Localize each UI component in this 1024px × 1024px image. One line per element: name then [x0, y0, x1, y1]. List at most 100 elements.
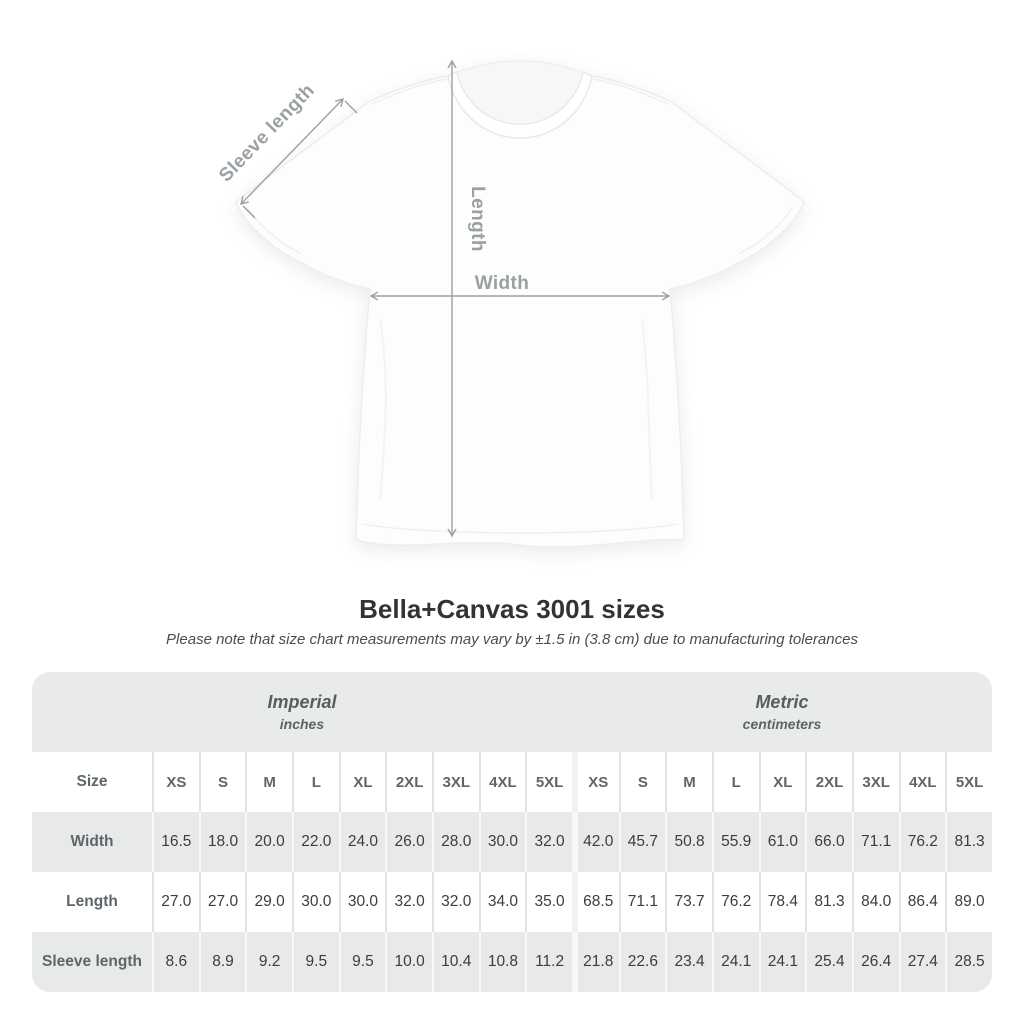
table-cell: 24.0	[338, 812, 386, 872]
table-cell: 30.0	[478, 812, 526, 872]
table-cell: 27.0	[152, 872, 199, 932]
sleeve-arrow-end-tick	[344, 100, 358, 114]
table-cell: 81.3	[945, 812, 992, 872]
size-header-cell: 2XL	[385, 752, 432, 812]
page-title: Bella+Canvas 3001 sizes	[359, 594, 665, 624]
table-cell: 9.5	[291, 932, 339, 992]
width-label: Width	[475, 273, 530, 294]
size-header-cell: M	[245, 752, 292, 812]
table-cell: 32.0	[525, 812, 572, 872]
table-cell: 86.4	[898, 872, 946, 932]
table-cell: 28.0	[431, 812, 479, 872]
table-cell: 25.4	[805, 932, 852, 992]
table-cell: 30.0	[291, 872, 339, 932]
table-cell: 32.0	[431, 872, 479, 932]
table-cell: 11.2	[525, 932, 572, 992]
table-cell: 21.8	[571, 932, 619, 992]
table-cell: 10.4	[431, 932, 479, 992]
tshirt-illustration	[235, 60, 805, 548]
table-cell: 29.0	[245, 872, 292, 932]
metric-group-name: Metric	[755, 692, 809, 712]
table-cell: 10.0	[385, 932, 432, 992]
size-header-cell: 5XL	[945, 752, 992, 812]
size-header-cell: 2XL	[805, 752, 852, 812]
size-header-cell: L	[291, 752, 339, 812]
table-cell: 45.7	[618, 812, 666, 872]
imperial-group-header: Imperial inches	[32, 672, 572, 752]
table-cell: 84.0	[851, 872, 899, 932]
table-row-sleeve-length: Sleeve length 8.6 8.9 9.2 9.5 9.5 10.0 1…	[32, 932, 992, 992]
table-cell: 34.0	[478, 872, 526, 932]
tshirt-measurement-diagram: Width Length Sleeve length	[215, 59, 805, 548]
row-label: Width	[32, 812, 152, 872]
row-label: Sleeve length	[32, 932, 152, 992]
table-cell: 16.5	[152, 812, 199, 872]
table-cell: 76.2	[898, 812, 946, 872]
collar-inside	[448, 62, 592, 122]
row-label: Length	[32, 872, 152, 932]
size-header-cell: S	[618, 752, 666, 812]
metric-group-unit: centimeters	[742, 716, 822, 732]
imperial-group-unit: inches	[279, 716, 325, 732]
table-cell: 24.1	[758, 932, 806, 992]
seam-lines	[246, 78, 794, 534]
table-cell: 27.4	[898, 932, 946, 992]
table-cell: 8.9	[198, 932, 246, 992]
size-header-cell: XL	[338, 752, 386, 812]
table-cell: 68.5	[571, 872, 619, 932]
table-cell: 89.0	[945, 872, 992, 932]
table-cell: 23.4	[665, 932, 712, 992]
size-header-cell: XL	[758, 752, 806, 812]
table-cell: 8.6	[152, 932, 199, 992]
table-row-length: Length 27.0 27.0 29.0 30.0 30.0 32.0 32.…	[32, 872, 992, 932]
table-cell: 9.5	[338, 932, 386, 992]
table-cell: 9.2	[245, 932, 292, 992]
table-cell: 73.7	[665, 872, 712, 932]
size-header-cell: M	[665, 752, 712, 812]
table-cell: 26.4	[851, 932, 899, 992]
table-cell: 28.5	[945, 932, 992, 992]
table-cell: 81.3	[805, 872, 852, 932]
tshirt-diagram-svg: Width Length Sleeve length	[215, 59, 805, 548]
size-header-cell: XS	[571, 752, 619, 812]
table-cell: 10.8	[478, 932, 526, 992]
size-column-header: Size	[32, 752, 152, 812]
size-header-cell: 4XL	[478, 752, 526, 812]
table-cell: 27.0	[198, 872, 246, 932]
size-header-cell: XS	[152, 752, 199, 812]
table-cell: 50.8	[665, 812, 712, 872]
table-cell: 42.0	[571, 812, 619, 872]
metric-group-header: Metric centimeters	[571, 672, 992, 752]
collar-band	[447, 70, 593, 139]
imperial-group-name: Imperial	[267, 692, 337, 712]
size-header-cell: S	[198, 752, 246, 812]
size-header-cell: 3XL	[851, 752, 899, 812]
size-header-cell: 5XL	[525, 752, 572, 812]
table-cell: 66.0	[805, 812, 852, 872]
table-cell: 26.0	[385, 812, 432, 872]
size-header-row: Size XS S M L XL 2XL 3XL 4XL 5XL XS S M …	[32, 752, 992, 812]
table-cell: 30.0	[338, 872, 386, 932]
sleeve-length-arrow	[240, 97, 344, 206]
table-cell: 24.1	[711, 932, 759, 992]
table-cell: 76.2	[711, 872, 759, 932]
page-subtitle: Please note that size chart measurements…	[166, 631, 858, 648]
table-cell: 20.0	[245, 812, 292, 872]
table-cell: 61.0	[758, 812, 806, 872]
table-cell: 22.0	[291, 812, 339, 872]
size-header-cell: 3XL	[431, 752, 479, 812]
length-label: Length	[467, 186, 488, 252]
unit-group-header-row: Imperial inches Metric centimeters	[32, 672, 992, 752]
table-cell: 55.9	[711, 812, 759, 872]
size-header-cell: L	[711, 752, 759, 812]
table-cell: 18.0	[198, 812, 246, 872]
table-cell: 35.0	[525, 872, 572, 932]
sleeve-arrow-end-tick	[242, 205, 256, 219]
size-chart-card: Imperial inches Metric centimeters Size …	[32, 672, 992, 992]
table-cell: 22.6	[618, 932, 666, 992]
size-chart-table: Imperial inches Metric centimeters Size …	[32, 672, 992, 992]
table-cell: 71.1	[618, 872, 666, 932]
size-header-cell: 4XL	[898, 752, 946, 812]
table-cell: 32.0	[385, 872, 432, 932]
fabric-creases	[379, 319, 653, 501]
